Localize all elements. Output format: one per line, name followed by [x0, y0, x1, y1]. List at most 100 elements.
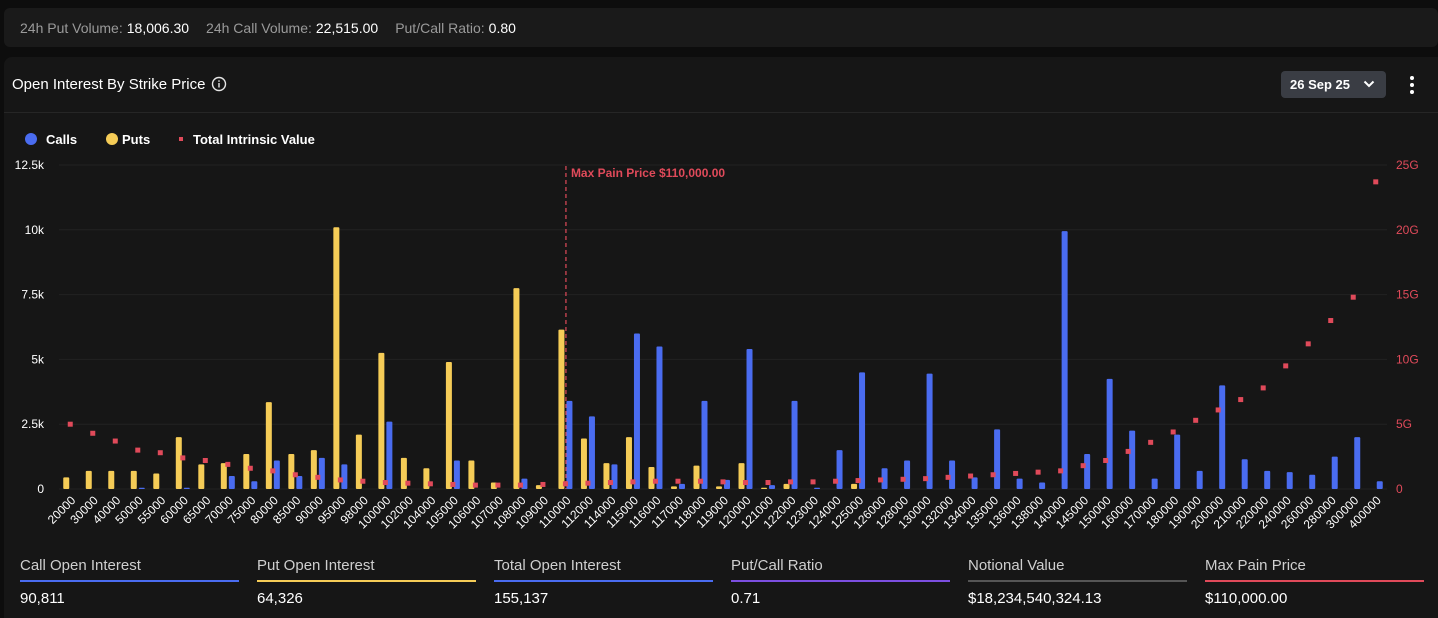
- intrinsic-value-marker: [1103, 457, 1109, 463]
- calls-bar: [859, 372, 866, 489]
- more-vertical-icon[interactable]: [1406, 73, 1418, 97]
- expiry-date-label: 26 Sep 25: [1290, 77, 1350, 92]
- calls-bar: [701, 400, 708, 489]
- puts-bar: [378, 352, 385, 489]
- puts-bar: [153, 473, 160, 489]
- summary-card: Max Pain Price $110,000.00: [1205, 554, 1424, 614]
- intrinsic-value-marker: [270, 468, 276, 474]
- intrinsic-value-marker: [67, 421, 73, 427]
- panel-header: Open Interest By Strike Price 26 Sep 25: [4, 57, 1438, 113]
- intrinsic-value-marker: [788, 479, 794, 485]
- summary-value: 155,137: [494, 590, 549, 607]
- call-volume-stat: 24h Call Volume: 22,515.00: [206, 20, 378, 36]
- intrinsic-value-marker: [1013, 470, 1019, 476]
- intrinsic-value-marker: [1260, 385, 1266, 391]
- intrinsic-value-marker: [517, 482, 523, 488]
- calls-bar: [1309, 474, 1316, 489]
- calls-bar: [453, 460, 460, 489]
- calls-bar: [318, 457, 325, 489]
- puts-bar: [445, 361, 452, 489]
- calls-bar: [341, 464, 348, 489]
- calls-bar: [1264, 470, 1271, 489]
- puts-bar: [355, 434, 362, 489]
- intrinsic-value-marker: [720, 479, 726, 485]
- intrinsic-value-marker: [1125, 448, 1131, 454]
- intrinsic-value-marker: [472, 482, 478, 488]
- summary-card: Total Open Interest 155,137: [494, 554, 713, 614]
- calls-bar: [1196, 470, 1203, 489]
- summary-value: $110,000.00: [1205, 590, 1288, 607]
- intrinsic-value-marker: [225, 461, 231, 467]
- put-volume-value: 18,006.30: [126, 19, 190, 36]
- calls-bar: [386, 421, 393, 489]
- intrinsic-value-marker: [833, 478, 839, 484]
- calls-bar: [138, 487, 145, 489]
- puts-bar: [738, 463, 745, 489]
- calls-bar: [881, 468, 888, 489]
- intrinsic-value-marker: [1238, 397, 1244, 403]
- calls-bar: [926, 373, 933, 489]
- legend-label-1: Puts: [122, 132, 150, 147]
- summary-underline: [968, 580, 1187, 582]
- intrinsic-value-marker: [112, 438, 118, 444]
- intrinsic-value-marker: [1170, 429, 1176, 435]
- put-volume-stat: 24h Put Volume: 18,006.30: [20, 20, 189, 36]
- puts-bar: [243, 454, 250, 489]
- summary-underline: [731, 580, 950, 582]
- puts-bar: [648, 466, 655, 489]
- calls-bar: [1129, 430, 1136, 489]
- calls-bar: [1331, 456, 1338, 489]
- intrinsic-value-marker: [1373, 179, 1379, 185]
- puts-bar: [333, 227, 340, 489]
- puts-bar: [625, 437, 632, 489]
- summary-label: Put/Call Ratio: [731, 557, 823, 574]
- summary-underline: [20, 580, 239, 582]
- call-volume-value: 22,515.00: [315, 19, 379, 36]
- y-tick-right-label: 0: [1396, 482, 1403, 496]
- y-tick-left-label: 5k: [31, 352, 45, 366]
- intrinsic-value-marker: [855, 478, 861, 484]
- puts-bar: [175, 437, 182, 489]
- expiry-date-select[interactable]: 26 Sep 25: [1281, 71, 1386, 98]
- calls-bar: [791, 400, 798, 489]
- intrinsic-value-marker: [562, 481, 568, 487]
- calls-bar: [1354, 437, 1361, 489]
- intrinsic-value-marker: [337, 477, 343, 483]
- intrinsic-value-marker: [1305, 341, 1311, 347]
- intrinsic-value-marker: [968, 473, 974, 479]
- y-tick-left-label: 12.5k: [15, 158, 45, 172]
- y-tick-right-label: 15G: [1396, 288, 1419, 302]
- intrinsic-value-marker: [585, 480, 591, 486]
- calls-bar: [1016, 478, 1023, 489]
- summary-card: Notional Value $18,234,540,324.13: [968, 554, 1187, 614]
- calls-bar: [656, 346, 663, 489]
- intrinsic-value-marker: [1148, 439, 1154, 445]
- open-interest-panel: Open Interest By Strike Price 26 Sep 25 …: [4, 57, 1438, 618]
- y-tick-left-label: 2.5k: [21, 417, 45, 431]
- intrinsic-value-marker: [900, 476, 906, 482]
- calls-bar: [769, 485, 776, 489]
- intrinsic-value-marker: [427, 481, 433, 487]
- intrinsic-value-marker: [1193, 417, 1199, 423]
- calls-bar: [971, 477, 978, 489]
- puts-bar: [716, 486, 722, 489]
- intrinsic-value-marker: [382, 480, 388, 486]
- put-call-ratio-label: Put/Call Ratio:: [395, 19, 485, 36]
- calls-bar: [994, 429, 1001, 489]
- intrinsic-value-marker: [1215, 407, 1221, 413]
- intrinsic-value-marker: [405, 480, 411, 486]
- calls-bar: [1061, 231, 1068, 489]
- intrinsic-value-marker: [180, 455, 186, 461]
- puts-bar: [670, 486, 677, 489]
- y-tick-right-label: 20G: [1396, 223, 1419, 237]
- calls-bar: [1241, 459, 1248, 489]
- legend-marker-1: [106, 133, 118, 145]
- summary-stats: Call Open Interest 90,811 Put Open Interes…: [20, 554, 1424, 614]
- intrinsic-value-marker: [135, 447, 141, 453]
- calls-bar: [1151, 478, 1158, 489]
- intrinsic-value-marker: [360, 478, 366, 484]
- y-tick-left-label: 10k: [25, 223, 45, 237]
- intrinsic-value-marker: [540, 481, 546, 487]
- calls-bar: [251, 481, 258, 489]
- info-icon[interactable]: [211, 76, 227, 92]
